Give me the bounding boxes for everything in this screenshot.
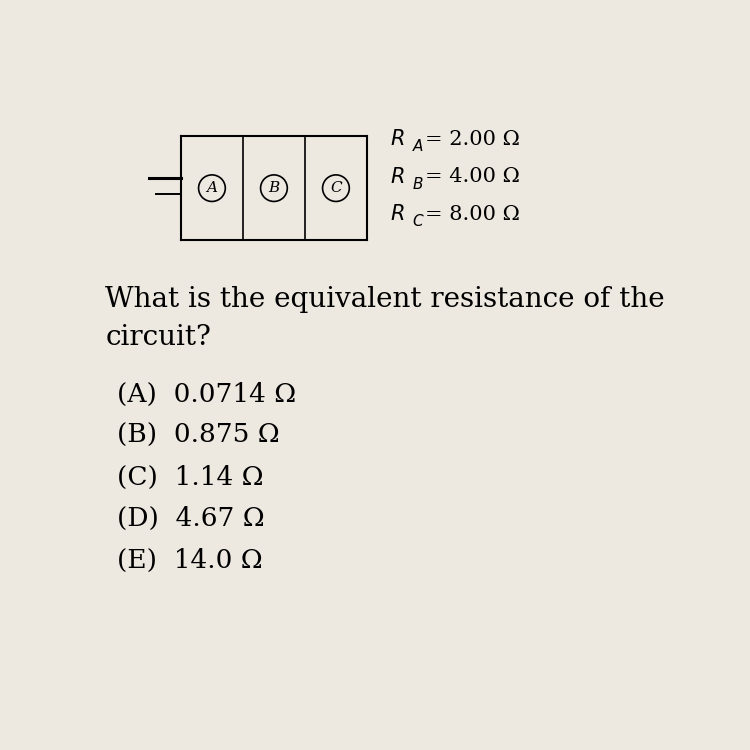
Text: What is the equivalent resistance of the: What is the equivalent resistance of the <box>105 286 665 314</box>
Text: = 8.00 Ω: = 8.00 Ω <box>425 205 520 224</box>
Text: A: A <box>206 182 218 195</box>
Text: $C$: $C$ <box>413 213 424 229</box>
Text: (B)  0.875 Ω: (B) 0.875 Ω <box>117 423 280 448</box>
Text: circuit?: circuit? <box>105 324 212 351</box>
Text: $B$: $B$ <box>413 176 424 191</box>
Text: = 4.00 Ω: = 4.00 Ω <box>425 167 520 186</box>
Text: $A$: $A$ <box>413 138 424 154</box>
Text: C: C <box>330 182 342 195</box>
Text: $R$: $R$ <box>390 166 405 187</box>
Text: $R$: $R$ <box>390 129 405 149</box>
Text: = 2.00 Ω: = 2.00 Ω <box>425 130 520 149</box>
Text: (D)  4.67 Ω: (D) 4.67 Ω <box>117 506 265 532</box>
Text: (A)  0.0714 Ω: (A) 0.0714 Ω <box>117 382 296 406</box>
Text: $R$: $R$ <box>390 204 405 224</box>
Text: (C)  1.14 Ω: (C) 1.14 Ω <box>117 465 264 490</box>
Text: B: B <box>268 182 280 195</box>
Text: (E)  14.0 Ω: (E) 14.0 Ω <box>117 548 262 573</box>
